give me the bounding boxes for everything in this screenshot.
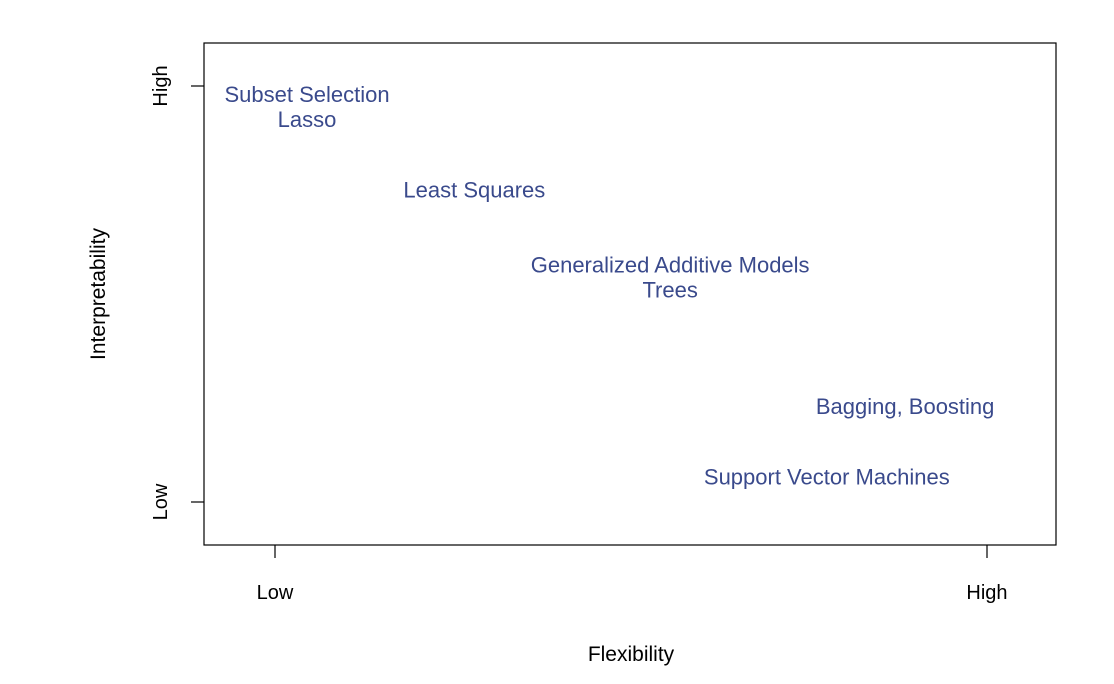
y-axis-title: Interpretability: [87, 228, 110, 360]
point-label-subset-selection: Subset Selection: [224, 82, 389, 107]
point-label-lasso: Lasso: [278, 107, 337, 132]
y-tick-label-high: High: [150, 65, 172, 106]
point-label-bagging-boosting: Bagging, Boosting: [816, 394, 995, 419]
x-tick-label-low: Low: [257, 582, 294, 604]
x-axis-title: Flexibility: [588, 643, 675, 666]
y-tick-label-low: Low: [150, 483, 172, 520]
point-label-support-vector-machines: Support Vector Machines: [704, 465, 950, 490]
point-label-least-squares: Least Squares: [403, 178, 545, 203]
y-axis: Low High: [150, 65, 204, 520]
plot-frame: [203, 42, 1057, 546]
x-tick-label-high: High: [966, 582, 1007, 604]
point-label-generalized-additive-models: Generalized Additive Models: [531, 252, 810, 277]
point-label-trees: Trees: [642, 277, 697, 302]
x-axis: Low High: [257, 545, 1008, 604]
